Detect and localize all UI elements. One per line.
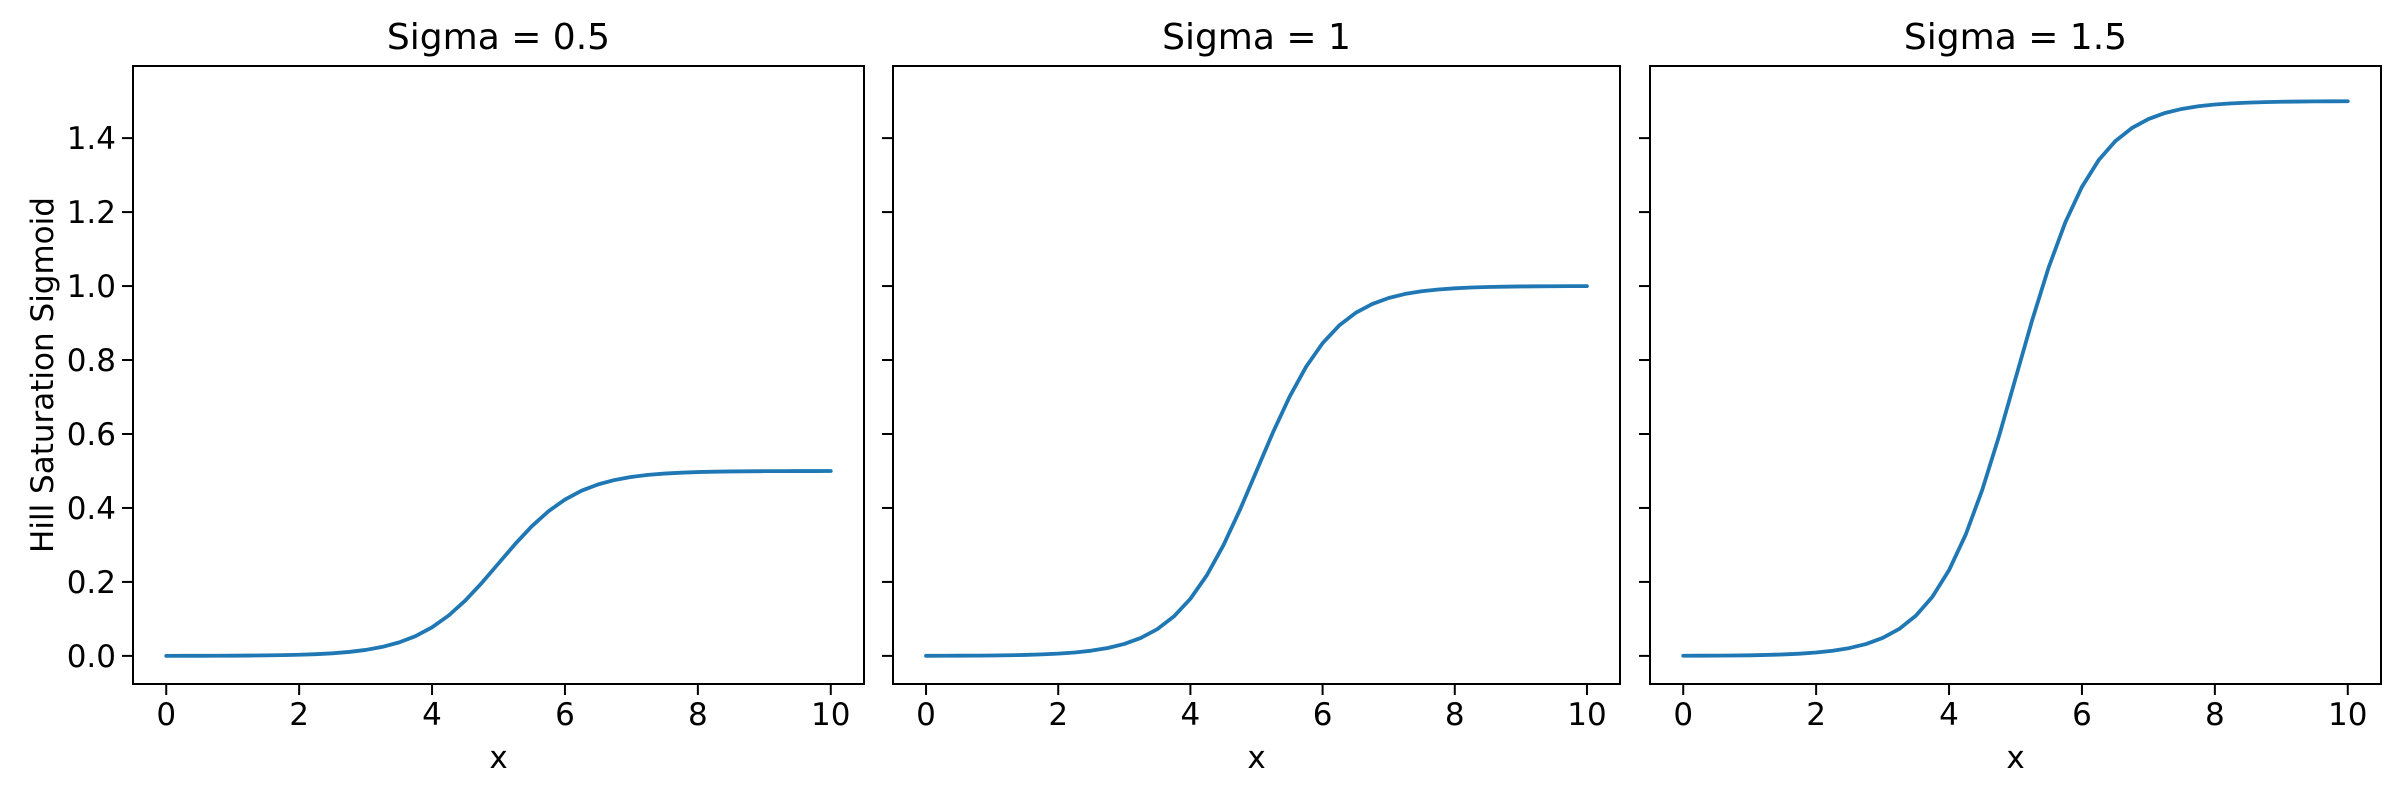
x-tick-label: 6 [555, 697, 575, 733]
x-tick-label: 8 [1445, 697, 1465, 733]
x-tick-label: 4 [422, 697, 442, 733]
y-tick-label: 1.2 [67, 195, 116, 231]
sigmoid-curve-line [924, 284, 1589, 658]
axes: 0 2 4 6 8 10 [882, 65, 1621, 733]
x-tick-label: 2 [289, 697, 309, 733]
x-tick-label: 2 [1806, 697, 1826, 733]
subplot-sigma-1-5: Sigma = 1.5 0 2 4 6 8 10 x [1639, 0, 2382, 800]
x-tick-label: 10 [811, 697, 850, 733]
x-axis-label: x [2006, 740, 2025, 776]
axes-spines [1649, 65, 2382, 685]
subplot-title: Sigma = 0.5 [386, 17, 611, 58]
x-axis-label: x [1247, 740, 1266, 776]
x-tick-label: 8 [688, 697, 708, 733]
x-tick-label: 10 [1567, 697, 1606, 733]
x-tick-label: 2 [1048, 697, 1068, 733]
x-tick-label: 6 [2072, 697, 2092, 733]
subplot-title: Sigma = 1.5 [1903, 17, 2128, 58]
y-tick-label: 1.0 [67, 269, 116, 305]
y-tick-label: 0.2 [67, 565, 116, 601]
x-tick-label: 0 [156, 697, 176, 733]
x-axis-label: x [489, 740, 508, 776]
x-tick-label: 0 [1673, 697, 1693, 733]
sigmoid-curve-line [1681, 99, 2350, 658]
y-tick-label: 0.6 [67, 417, 116, 453]
x-tick-label: 6 [1313, 697, 1333, 733]
subplot-sigma-1: Sigma = 1 0 2 4 6 8 10 x [882, 0, 1621, 800]
axes-spines [132, 65, 865, 685]
x-tick-label: 4 [1181, 697, 1201, 733]
axes: 0 2 4 6 8 10 [1639, 65, 2382, 733]
y-tick-label: 0.4 [67, 491, 116, 527]
y-tick-label: 1.4 [67, 121, 116, 157]
x-tick-label: 10 [2328, 697, 2367, 733]
sigmoid-curve-line [164, 469, 833, 658]
y-tick-label: 0.0 [67, 639, 116, 675]
x-tick-label: 0 [916, 697, 936, 733]
subplot-sigma-0-5: Sigma = 0.5 0 2 4 6 8 10 0.0 0.2 0.4 0.6 0.8 1.0 1.2… [67, 0, 865, 800]
axes-spines [892, 65, 1621, 685]
axes: 0 2 4 6 8 10 0.0 0.2 0.4 0.6 0.8 1.0 1.2 1.4 [67, 65, 865, 733]
y-tick-label: 0.8 [67, 343, 116, 379]
x-tick-label: 8 [2205, 697, 2225, 733]
subplot-title: Sigma = 1 [1162, 17, 1351, 58]
x-tick-label: 4 [1939, 697, 1959, 733]
